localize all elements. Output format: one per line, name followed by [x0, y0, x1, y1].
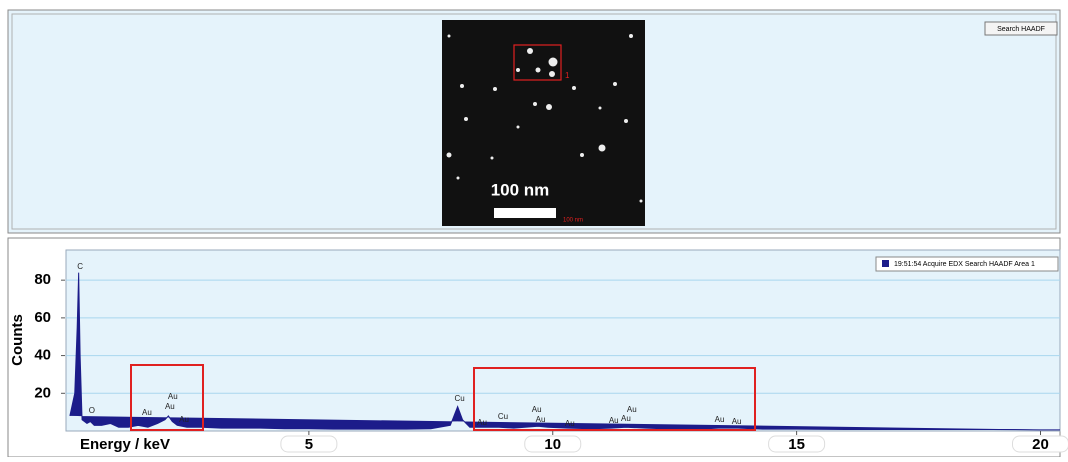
area-box — [513, 44, 562, 81]
peak-label: Au — [536, 415, 546, 424]
peak-label: Cu — [498, 412, 508, 421]
legend-label: 19:51:54 Acquire EDX Search HAADF Area 1 — [894, 261, 1035, 268]
y-tick-label: 80 — [34, 271, 51, 288]
scale-bar — [494, 208, 556, 218]
x-tick-pill — [1011, 435, 1068, 453]
x-tick-pill — [280, 435, 338, 453]
peak-label: C — [77, 262, 83, 271]
peak-label: Au — [627, 405, 637, 414]
peak-label: Au — [621, 414, 631, 423]
spectrum — [69, 272, 1060, 431]
peak-label: Au — [532, 405, 542, 414]
x-axis-title: Energy / keV — [80, 436, 170, 453]
peak-label: Au — [609, 416, 619, 425]
y-tick-label: 60 — [34, 309, 51, 326]
peak-label: Au — [732, 417, 742, 426]
button-label[interactable]: Search HAADF — [997, 26, 1045, 33]
x-tick-pill — [768, 435, 826, 453]
peak-label: Au — [168, 392, 178, 401]
peak-label: Au — [715, 415, 725, 424]
peak-label: Au — [179, 415, 189, 424]
x-tick-label: 20 — [1032, 436, 1049, 453]
peak-label: Au — [142, 408, 152, 417]
scale-label: 100 nm — [491, 180, 550, 199]
peak-label: O — [89, 406, 95, 415]
plot-area — [65, 249, 1061, 432]
x-tick-label: 10 — [544, 436, 561, 453]
highlight-box — [473, 367, 756, 431]
y-tick-label: 20 — [34, 384, 51, 401]
panel-inner-border — [11, 13, 1057, 230]
scale-label-small: 100 nm — [563, 218, 583, 224]
legend-swatch — [882, 260, 889, 267]
peak-label: Au — [477, 418, 487, 427]
y-tick-label: 40 — [34, 347, 51, 364]
x-tick-label: 5 — [305, 436, 313, 453]
y-axis-title: Counts — [9, 314, 26, 366]
highlight-box — [130, 364, 204, 431]
x-tick-label: 15 — [788, 436, 805, 453]
peak-label: Au — [565, 419, 575, 428]
legend-box — [875, 256, 1059, 272]
peak-label: Cu — [454, 394, 464, 403]
x-tick-pill — [524, 435, 582, 453]
area-label: 1 — [565, 71, 570, 80]
search-haadf-button[interactable] — [984, 21, 1058, 36]
haadf-image — [442, 20, 645, 226]
peak-label: Au — [165, 402, 175, 411]
particles — [446, 34, 643, 203]
